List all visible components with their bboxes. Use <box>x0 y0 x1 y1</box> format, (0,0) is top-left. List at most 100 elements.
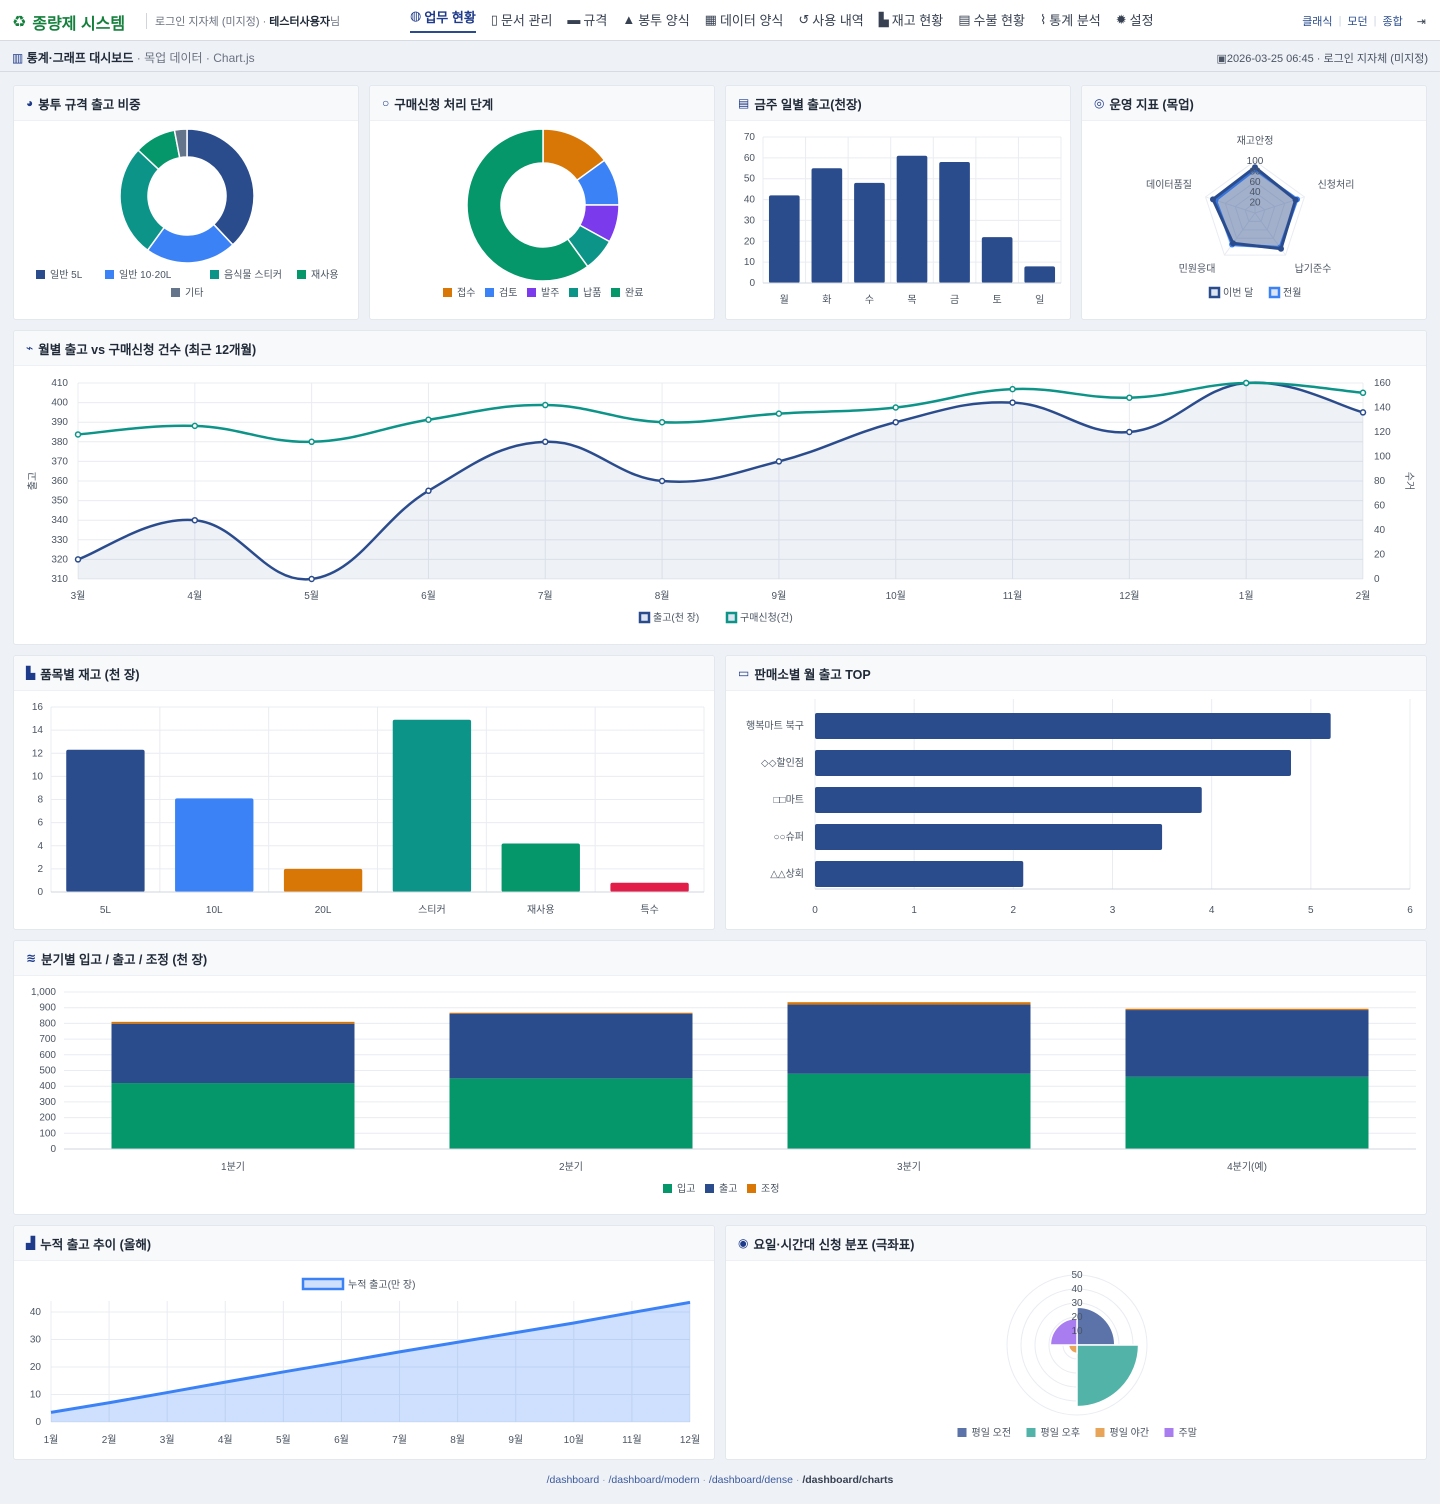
y2-tick-label: 140 <box>1374 403 1391 414</box>
x-tick-label: 12월 <box>1119 590 1139 602</box>
page-meta: · 목업 데이터 · Chart.js <box>136 51 255 65</box>
nav-item[interactable]: ▤ 수불 현황 <box>958 0 1025 40</box>
view-link-modern[interactable]: 모던 <box>1347 16 1368 28</box>
nav-item[interactable]: ◍ 업무 현황 <box>410 0 476 33</box>
legend-label: 입고 <box>677 1182 695 1195</box>
brand[interactable]: ♻ 종량제 시스템 <box>12 10 125 34</box>
bar-segment <box>1125 1076 1369 1149</box>
x-tick-label: 2월 <box>102 1434 117 1446</box>
data-point <box>1242 379 1250 387</box>
nav-item[interactable]: ▯ 문서 관리 <box>491 0 553 40</box>
donut-slice <box>173 128 188 159</box>
data-point <box>542 438 549 446</box>
footer-link-dashboard[interactable]: /dashboard <box>546 1474 600 1486</box>
x-tick-label: 9월 <box>772 590 787 602</box>
card-title: 누적 출고 추이 (올해) <box>40 1237 151 1252</box>
footer-link-modern[interactable]: /dashboard/modern <box>608 1474 700 1486</box>
radar-grid <box>1244 201 1266 222</box>
legend-label: 일반 10·20L <box>119 269 172 281</box>
legend-swatch <box>171 288 180 297</box>
brand-name: 종량제 시스템 <box>32 16 126 33</box>
calendar-icon: ▣ <box>1216 53 1227 65</box>
y-tick-label: 340 <box>51 515 68 526</box>
legend-swatch <box>725 611 738 624</box>
radar-axis-label: 재고안정 <box>1237 135 1274 147</box>
y-tick-label: 800 <box>39 1018 56 1029</box>
history-icon: ↺ <box>798 11 810 27</box>
footer-link-dense[interactable]: /dashboard/dense <box>708 1474 793 1486</box>
nav-item[interactable]: ▲ 봉투 양식 <box>622 0 689 40</box>
box-icon: ▬ <box>567 12 581 27</box>
nav-item[interactable]: ▬ 규격 <box>567 0 607 40</box>
polar-tick-label: 10 <box>1071 1326 1083 1337</box>
bar-segment <box>787 1073 1031 1149</box>
legend-label: 재사용 <box>311 269 339 281</box>
bar-segment <box>787 1004 1031 1074</box>
y-tick-label: 70 <box>744 132 756 143</box>
y-tick-label: □□마트 <box>774 794 804 806</box>
x-tick-label: 4 <box>1209 905 1215 916</box>
line-chart: 310 320 330 340 350 360 370 380 390 400 410 0 20 40 60… <box>27 378 1415 624</box>
login-info: 로그인 지자체 (미지정) · 테스터사용자님 <box>146 13 340 29</box>
data-point <box>1126 394 1133 401</box>
x-tick-label: 3월 <box>160 1434 175 1446</box>
radar-point <box>1209 196 1216 203</box>
nav-item[interactable]: ✹ 설정 <box>1116 0 1154 40</box>
legend-swatch <box>1026 1428 1036 1437</box>
radar-axis-label: 신청처리 <box>1318 179 1355 191</box>
view-link-combined[interactable]: 종합 <box>1382 16 1403 28</box>
x-tick-label: 목 <box>907 294 916 306</box>
radar-grid <box>1224 181 1286 239</box>
nav-item[interactable]: ↺ 사용 내역 <box>798 0 863 40</box>
data-point <box>425 487 432 495</box>
bar <box>610 882 689 892</box>
data-point <box>74 556 82 563</box>
compass-icon: ◉ <box>738 1236 749 1250</box>
legend-label: 접수 <box>457 287 475 299</box>
x-tick-label: 10월 <box>886 590 906 602</box>
x-tick-label: 3분기 <box>897 1161 921 1173</box>
x-tick-label: 20L <box>315 905 332 916</box>
legend-label: 출고(천 장) <box>653 612 699 624</box>
x-tick-label: 4월 <box>218 1434 233 1446</box>
main-nav: ◍ 업무 현황 ▯ 문서 관리 ▬ 규격 ▲ 봉투 양식 ▦ 데이터 양식 ↺ 사용 내역 ▙ 재고 현황… <box>410 0 1154 40</box>
legend-label: 평일 오전 <box>972 1427 1012 1439</box>
y-tick-label: 10 <box>32 771 44 782</box>
x-tick-label: 일 <box>1035 294 1044 306</box>
gear-icon: ✹ <box>1115 11 1127 27</box>
x-tick-label: 3 <box>1110 905 1116 916</box>
nav-item[interactable]: ▦ 데이터 양식 <box>705 0 784 40</box>
legend-swatch <box>301 1277 345 1291</box>
legend-label: 평일 오후 <box>1041 1427 1081 1439</box>
bar <box>501 843 580 892</box>
legend-swatch <box>705 1184 714 1193</box>
x-tick-label: 1월 <box>44 1434 59 1446</box>
data-point <box>191 516 199 524</box>
radar-point <box>1252 164 1258 171</box>
y-tick-label: 380 <box>51 437 68 448</box>
y-tick-label: 30 <box>30 1335 42 1346</box>
x-tick-label: 5월 <box>276 1434 291 1446</box>
bar-chart-icon: ▥ <box>12 51 24 65</box>
view-link-classic[interactable]: 클래식 <box>1302 16 1333 28</box>
logout-icon[interactable]: ⇥ <box>1416 15 1426 28</box>
legend-swatch <box>527 288 536 297</box>
divider: | <box>1338 15 1342 27</box>
y-axis-title: 출고 <box>27 472 39 490</box>
card-title: 분기별 입고 / 출고 / 조정 (천 장) <box>41 952 208 967</box>
calendar-icon: ▤ <box>738 96 750 110</box>
polar-tick-label: 50 <box>1071 1270 1083 1281</box>
data-point <box>542 401 549 409</box>
data-point <box>1126 428 1133 436</box>
x-tick-label: 5L <box>100 905 112 916</box>
donut-chart: 접수 검토 발주 납품 완료 <box>443 128 643 299</box>
nav-item[interactable]: ▙ 재고 현황 <box>879 0 943 40</box>
x-tick-label: 3월 <box>71 590 86 602</box>
x-tick-label: 1 <box>911 905 917 916</box>
nav-item[interactable]: ⌇ 통계 분석 <box>1040 0 1101 40</box>
y-tick-label: 0 <box>37 887 43 898</box>
recycle-icon: ♻ <box>12 14 27 31</box>
y-tick-label: 410 <box>51 378 68 389</box>
legend-label: 조정 <box>761 1183 779 1195</box>
user-suffix: 님 <box>330 16 341 28</box>
